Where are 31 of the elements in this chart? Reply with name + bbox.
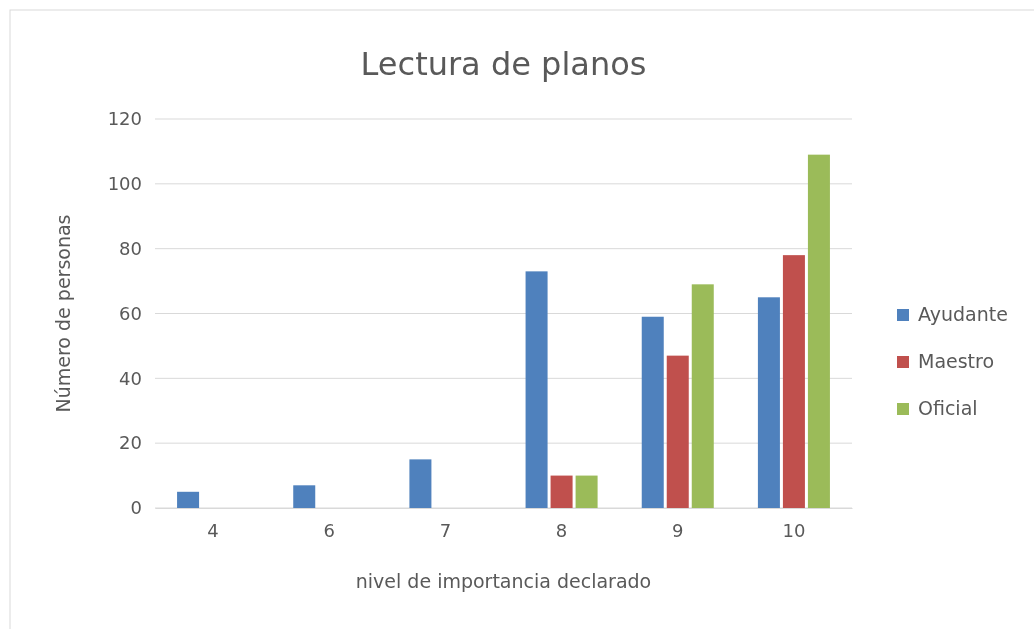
x-tick-label: 10 [782, 519, 806, 541]
bar [550, 475, 573, 508]
y-tick-label: 80 [119, 237, 142, 259]
bar [666, 355, 689, 508]
bar [782, 255, 805, 508]
x-tick-label: 8 [555, 519, 568, 541]
bar [807, 154, 830, 508]
x-tick-label: 6 [323, 519, 335, 541]
y-tick-label: 20 [119, 432, 142, 454]
bar [293, 485, 316, 508]
y-tick-label: 0 [130, 497, 142, 519]
x-axis-title: nivel de importancia declarado [355, 570, 652, 592]
bar [409, 459, 432, 508]
legend-label: Maestro [918, 350, 995, 372]
legend-label: Oficial [918, 397, 978, 419]
y-tick-label: 100 [107, 173, 142, 195]
bar [575, 475, 598, 508]
y-tick-label: 40 [119, 367, 142, 389]
legend-label: Ayudante [918, 303, 1008, 325]
bar [757, 297, 780, 508]
x-tick-label: 4 [207, 519, 219, 541]
y-tick-label: 60 [119, 302, 142, 324]
x-tick-label: 7 [439, 519, 452, 541]
chart-title: Lectura de planos [360, 45, 647, 83]
bar [691, 284, 714, 508]
bar [641, 316, 664, 508]
y-axis-title: Número de personas [52, 214, 74, 413]
bar [177, 491, 200, 508]
x-tick-label: 9 [672, 519, 684, 541]
bar [525, 271, 548, 508]
y-tick-label: 120 [107, 108, 142, 130]
